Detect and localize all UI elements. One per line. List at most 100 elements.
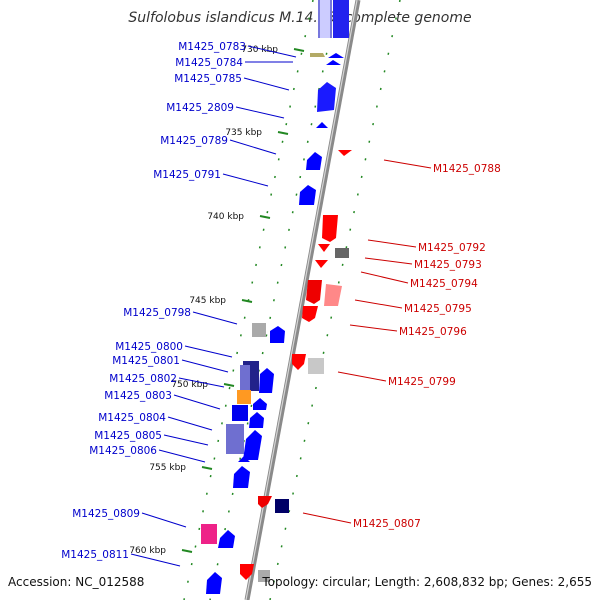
scale-tick — [293, 48, 305, 52]
gene-label-m1425-0811[interactable]: M1425_0811 — [61, 549, 129, 561]
gene-shape-m1425-0807b[interactable] — [275, 499, 289, 513]
label-connector — [184, 345, 233, 358]
gene-label-m1425-0802[interactable]: M1425_0802 — [109, 373, 177, 385]
gene-shape-m1425-0799b[interactable] — [308, 358, 324, 374]
gene-shape-m1425-0805[interactable] — [226, 424, 244, 454]
gene-shape-m1425-0812[interactable] — [240, 564, 254, 580]
label-connector — [383, 159, 432, 169]
label-connector — [173, 394, 221, 410]
scale-tick — [277, 131, 289, 135]
gene-label-m1425-0788[interactable]: M1425_0788 — [433, 163, 501, 175]
scale-tick — [201, 466, 213, 470]
gene-shape-m1425-0783[interactable] — [310, 53, 325, 57]
gene-shape-m1425-0791[interactable] — [299, 185, 316, 205]
track-guide-line — [209, 0, 339, 600]
gene-label-m1425-0795[interactable]: M1425_0795 — [404, 303, 472, 315]
gene-shape-m1425-0798b[interactable] — [270, 326, 285, 343]
gene-label-m1425-0803[interactable]: M1425_0803 — [104, 390, 172, 402]
gene-shape-m1425-0795b[interactable] — [324, 284, 342, 306]
gene-shape-m1425-0803[interactable] — [253, 398, 267, 410]
label-connector — [364, 257, 413, 265]
gene-shape-m1425-0789[interactable] — [306, 152, 322, 170]
gene-label-m1425-0800[interactable]: M1425_0800 — [115, 341, 183, 353]
gene-shape-m1425-0801[interactable] — [240, 365, 250, 391]
gene-shape-m1425-0794[interactable] — [315, 260, 328, 268]
gene-shape-m1425-0792b[interactable] — [318, 244, 330, 252]
gene-shape-m1425-0807[interactable] — [258, 496, 272, 508]
gene-label-m1425-0806[interactable]: M1425_0806 — [89, 445, 157, 457]
gene-label-m1425-0798[interactable]: M1425_0798 — [123, 307, 191, 319]
genome-summary-text: Topology: circular; Length: 2,608,832 bp… — [262, 575, 592, 589]
label-connector — [360, 271, 409, 284]
gene-label-m1425-0785[interactable]: M1425_0785 — [174, 73, 242, 85]
label-connector — [178, 377, 225, 388]
label-connector — [354, 299, 403, 309]
scale-labels: 730 kbp 735 kbp 740 kbp 745 kbp 750 kbp 755 k… — [129, 45, 305, 556]
gene-shape-m1425-0796[interactable] — [302, 306, 318, 322]
map-title: Sulfolobus islandicus M.14.25, complete … — [128, 10, 472, 26]
gene-label-m1425-0789[interactable]: M1425_0789 — [160, 135, 228, 147]
scale-label: 750 kbp — [171, 380, 208, 390]
gene-shape-m1425-0789a[interactable] — [316, 122, 328, 128]
gene-shape-m1425-0809[interactable] — [201, 524, 217, 544]
gene-shape-m1425-0798[interactable] — [252, 323, 266, 337]
gene-shape-m1425-0792[interactable] — [322, 215, 338, 242]
gene-label-m1425-0799[interactable]: M1425_0799 — [388, 376, 456, 388]
label-connector — [337, 371, 387, 382]
scale-tick — [259, 215, 271, 219]
label-connector — [247, 45, 297, 58]
gene-shape-m1425-0788[interactable] — [338, 150, 352, 156]
gene-label-m1425-0794[interactable]: M1425_0794 — [410, 278, 478, 290]
backbone-highlight — [245, 0, 358, 600]
label-connector — [222, 173, 269, 187]
scale-label: 740 kbp — [207, 212, 244, 222]
gene-shape-m1425-0785[interactable] — [326, 60, 341, 65]
gene-label-m1425-0805[interactable]: M1425_0805 — [94, 430, 162, 442]
gene-shape-m1425-0795[interactable] — [306, 280, 322, 304]
gene-shape-m1425-0806b[interactable] — [233, 466, 250, 488]
scale-label: 735 kbp — [225, 128, 262, 138]
gene-label-m1425-0784[interactable]: M1425_0784 — [175, 57, 243, 69]
gene-label-m1425-0783[interactable]: M1425_0783 — [178, 41, 246, 53]
gene-label-m1425-0807[interactable]: M1425_0807 — [353, 518, 421, 530]
gene-label-m1425-0793[interactable]: M1425_0793 — [414, 259, 482, 271]
label-connector — [181, 359, 229, 373]
label-connector — [349, 324, 398, 332]
gene-shape-m1425-0813[interactable] — [258, 570, 270, 582]
label-connector — [167, 416, 213, 431]
label-connector — [229, 139, 277, 155]
left-gene-labels: M1425_0783 M1425_0784 M1425_0785 M1425_2809… — [61, 41, 297, 567]
gene-shape-m1425-0784[interactable] — [328, 53, 344, 58]
scale-label: 745 kbp — [189, 296, 226, 306]
gene-label-m1425-0801[interactable]: M1425_0801 — [112, 355, 180, 367]
gene-label-m1425-2809[interactable]: M1425_2809 — [166, 102, 234, 114]
gene-label-m1425-0791[interactable]: M1425_0791 — [153, 169, 221, 181]
gene-label-m1425-0804[interactable]: M1425_0804 — [98, 412, 166, 424]
track-guide-line — [183, 0, 314, 600]
genome-backbone — [244, 0, 361, 600]
gene-shape-m1425-0801b[interactable] — [259, 368, 274, 393]
gene-shape-m1425-0809b[interactable] — [218, 530, 235, 548]
label-connector — [235, 106, 285, 119]
gene-shape-m1425-0805b[interactable] — [243, 430, 262, 460]
gene-shape-m1425-0811[interactable] — [206, 572, 222, 594]
feature-block[interactable] — [333, 0, 349, 38]
scale-label: 755 kbp — [149, 463, 186, 473]
gene-label-m1425-0809[interactable]: M1425_0809 — [72, 508, 140, 520]
gene-shape-m1425-0803b[interactable] — [232, 405, 248, 421]
label-connector — [367, 239, 417, 248]
gene-shape-m1425-2809[interactable] — [317, 82, 336, 112]
gene-shape-m1425-0799[interactable] — [292, 354, 306, 370]
gene-label-m1425-0796[interactable]: M1425_0796 — [399, 326, 467, 338]
feature-block-highlight — [320, 0, 330, 38]
gene-shape-m1425-0802[interactable] — [237, 390, 251, 404]
gene-shape-m1425-0806[interactable] — [238, 456, 250, 462]
label-connector — [141, 512, 187, 528]
scale-tick — [223, 383, 235, 387]
right-gene-labels: M1425_0788 M1425_0792 M1425_0793 M1425_0794… — [302, 159, 501, 530]
gene-label-m1425-0792[interactable]: M1425_0792 — [418, 242, 486, 254]
gene-shape-m1425-0804[interactable] — [249, 412, 264, 428]
label-connector — [163, 434, 209, 446]
gene-shape-m1425-0793[interactable] — [335, 248, 349, 258]
